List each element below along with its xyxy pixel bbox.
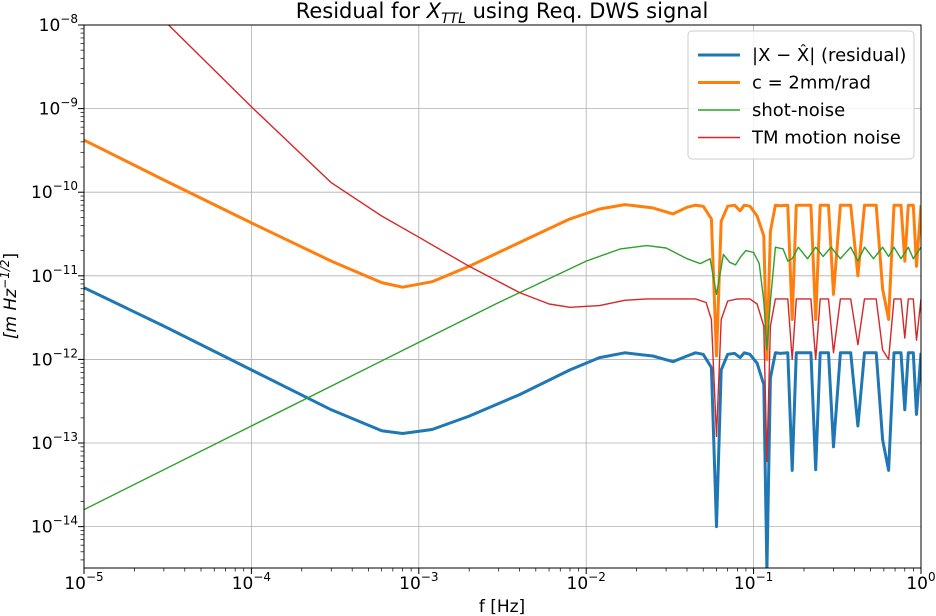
- grid: [83, 24, 922, 568]
- y-tick-label: 10−12: [31, 346, 78, 370]
- series-line-1: [84, 286, 921, 568]
- legend-label: |X − X̂| (residual): [752, 45, 906, 66]
- x-tick-label: 10−2: [567, 570, 606, 594]
- legend-box: [687, 30, 915, 160]
- y-tick-label: 10−13: [31, 430, 78, 454]
- legend-label: c = 2mm/rad: [752, 73, 871, 94]
- y-tick-label: 10−11: [31, 263, 78, 287]
- x-tick-label: 10−4: [232, 570, 271, 594]
- x-tick-label: 100: [906, 570, 935, 594]
- x-tick-label: 10−1: [734, 570, 773, 594]
- legend: |X − X̂| (residual) c = 2mm/rad shot-noise…: [687, 30, 915, 160]
- axis-ticks: 10−5 10−4 10−3 10−2 10−1 100 10−8 10−9 10−10 10−1…: [31, 12, 936, 594]
- y-tick-label: 10−10: [31, 179, 78, 203]
- series-group: [84, 25, 921, 568]
- legend-label: shot-noise: [752, 100, 845, 121]
- series-line-4: [168, 25, 921, 463]
- x-tick-label: 10−3: [399, 570, 438, 594]
- chart-title: Residual for XTTL using Req. DWS signal: [296, 0, 709, 27]
- y-tick-label: 10−8: [39, 12, 78, 36]
- y-tick-label: 10−14: [31, 514, 78, 538]
- series-line-3: [84, 244, 921, 511]
- y-tick-label: 10−9: [39, 96, 78, 120]
- y-axis-label: [m Hz−1/2]: [0, 253, 21, 339]
- x-axis-label: f [Hz]: [479, 597, 525, 616]
- plot-frame: [83, 24, 922, 569]
- x-tick-label: 10−5: [64, 570, 103, 594]
- legend-label: TM motion noise: [751, 128, 901, 149]
- series-line-2: [84, 138, 921, 361]
